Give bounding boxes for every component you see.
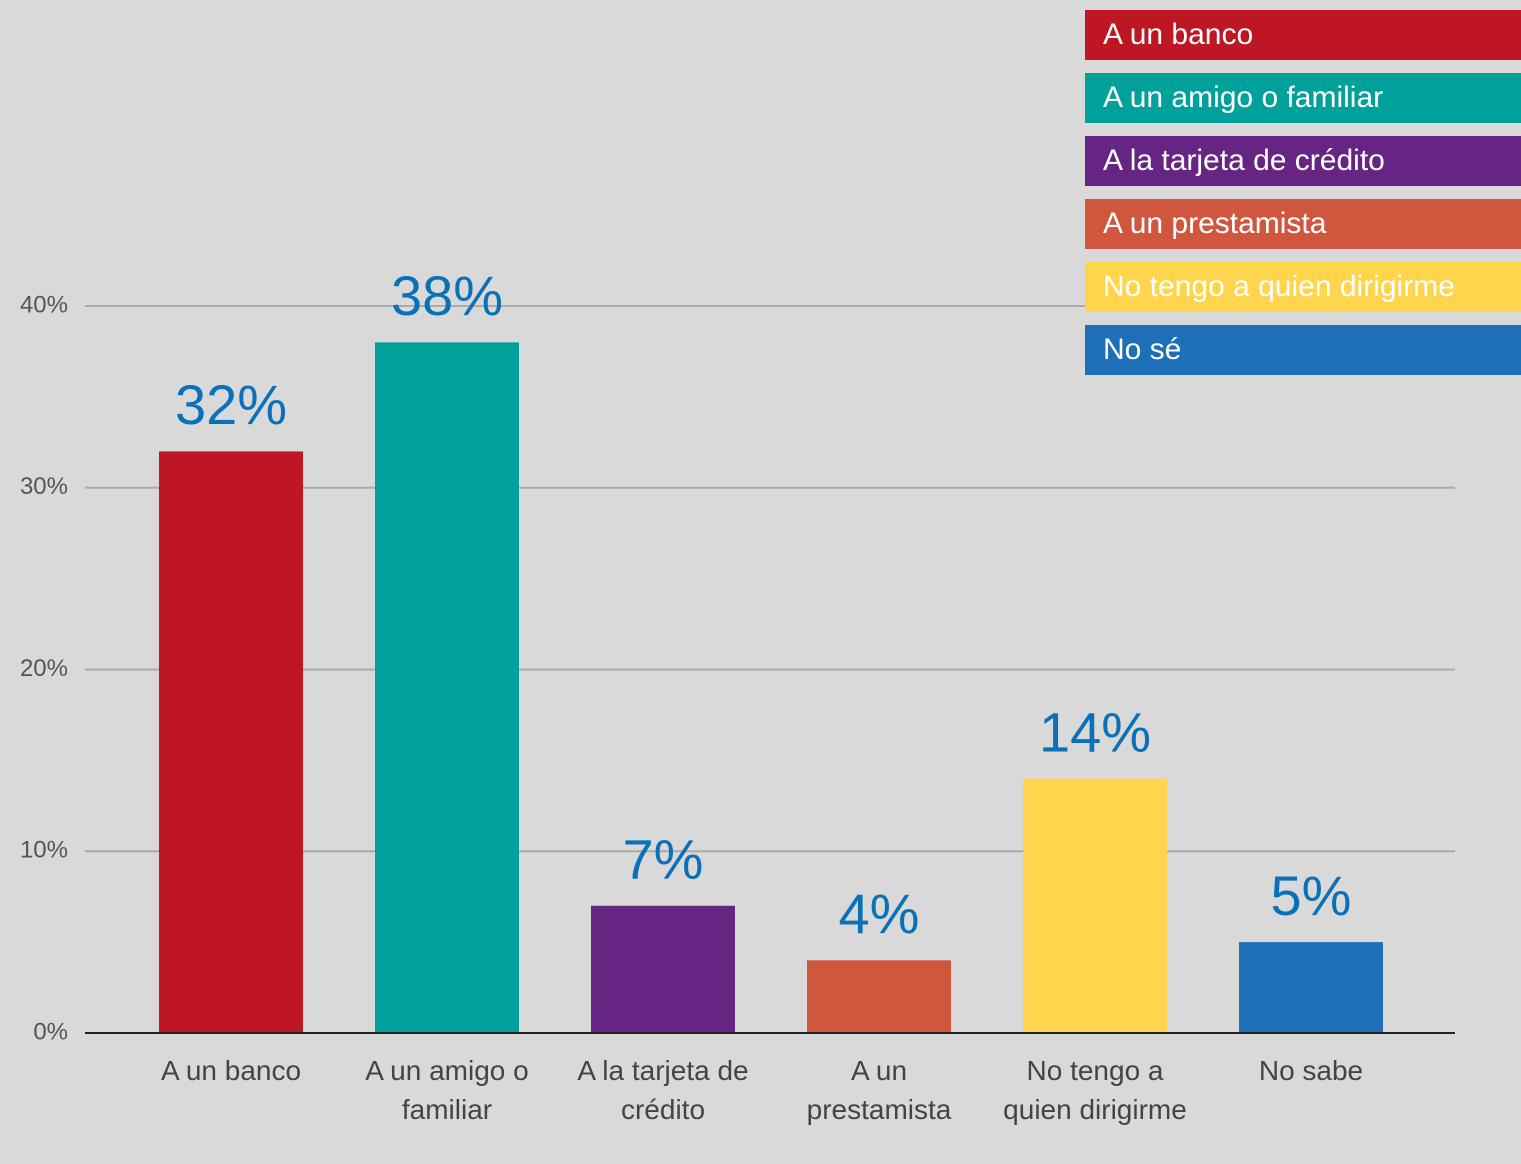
x-tick-label: A un banco: [160, 1055, 302, 1086]
data-label: 4%: [839, 882, 920, 945]
x-tick-label: No tengo a quien dirigirme: [1003, 1055, 1187, 1125]
y-tick-label: 40%: [20, 291, 68, 318]
y-tick-label: 20%: [20, 655, 68, 682]
y-tick-label: 30%: [20, 473, 68, 500]
bar: [1023, 778, 1167, 1033]
y-tick-label: 10%: [20, 837, 68, 864]
data-label: 14%: [1039, 700, 1151, 763]
bar: [1239, 942, 1383, 1033]
legend-entry: A un banco: [1085, 10, 1521, 60]
legend-entry: A un amigo o familiar: [1085, 73, 1521, 123]
legend-entry: A un prestamista: [1085, 199, 1521, 249]
x-tick-label: A la tarjeta de crédito: [577, 1055, 749, 1125]
data-label: 38%: [391, 264, 503, 327]
bar: [159, 451, 303, 1033]
x-tick-label: A un prestamista: [806, 1055, 952, 1125]
bar: [591, 905, 735, 1033]
data-label: 5%: [1271, 864, 1352, 927]
data-label: 7%: [623, 828, 704, 891]
x-tick-label: No sabe: [1258, 1055, 1364, 1086]
legend-entry: A la tarjeta de crédito: [1085, 136, 1521, 186]
legend-entry: No sé: [1085, 325, 1521, 375]
legend-entry: No tengo a quien dirigirme: [1085, 262, 1521, 312]
bar: [807, 960, 951, 1033]
y-tick-label: 0%: [33, 1018, 68, 1045]
data-label: 32%: [175, 373, 287, 436]
x-tick-label: A un amigo o familiar: [365, 1055, 529, 1125]
bar: [375, 342, 519, 1034]
